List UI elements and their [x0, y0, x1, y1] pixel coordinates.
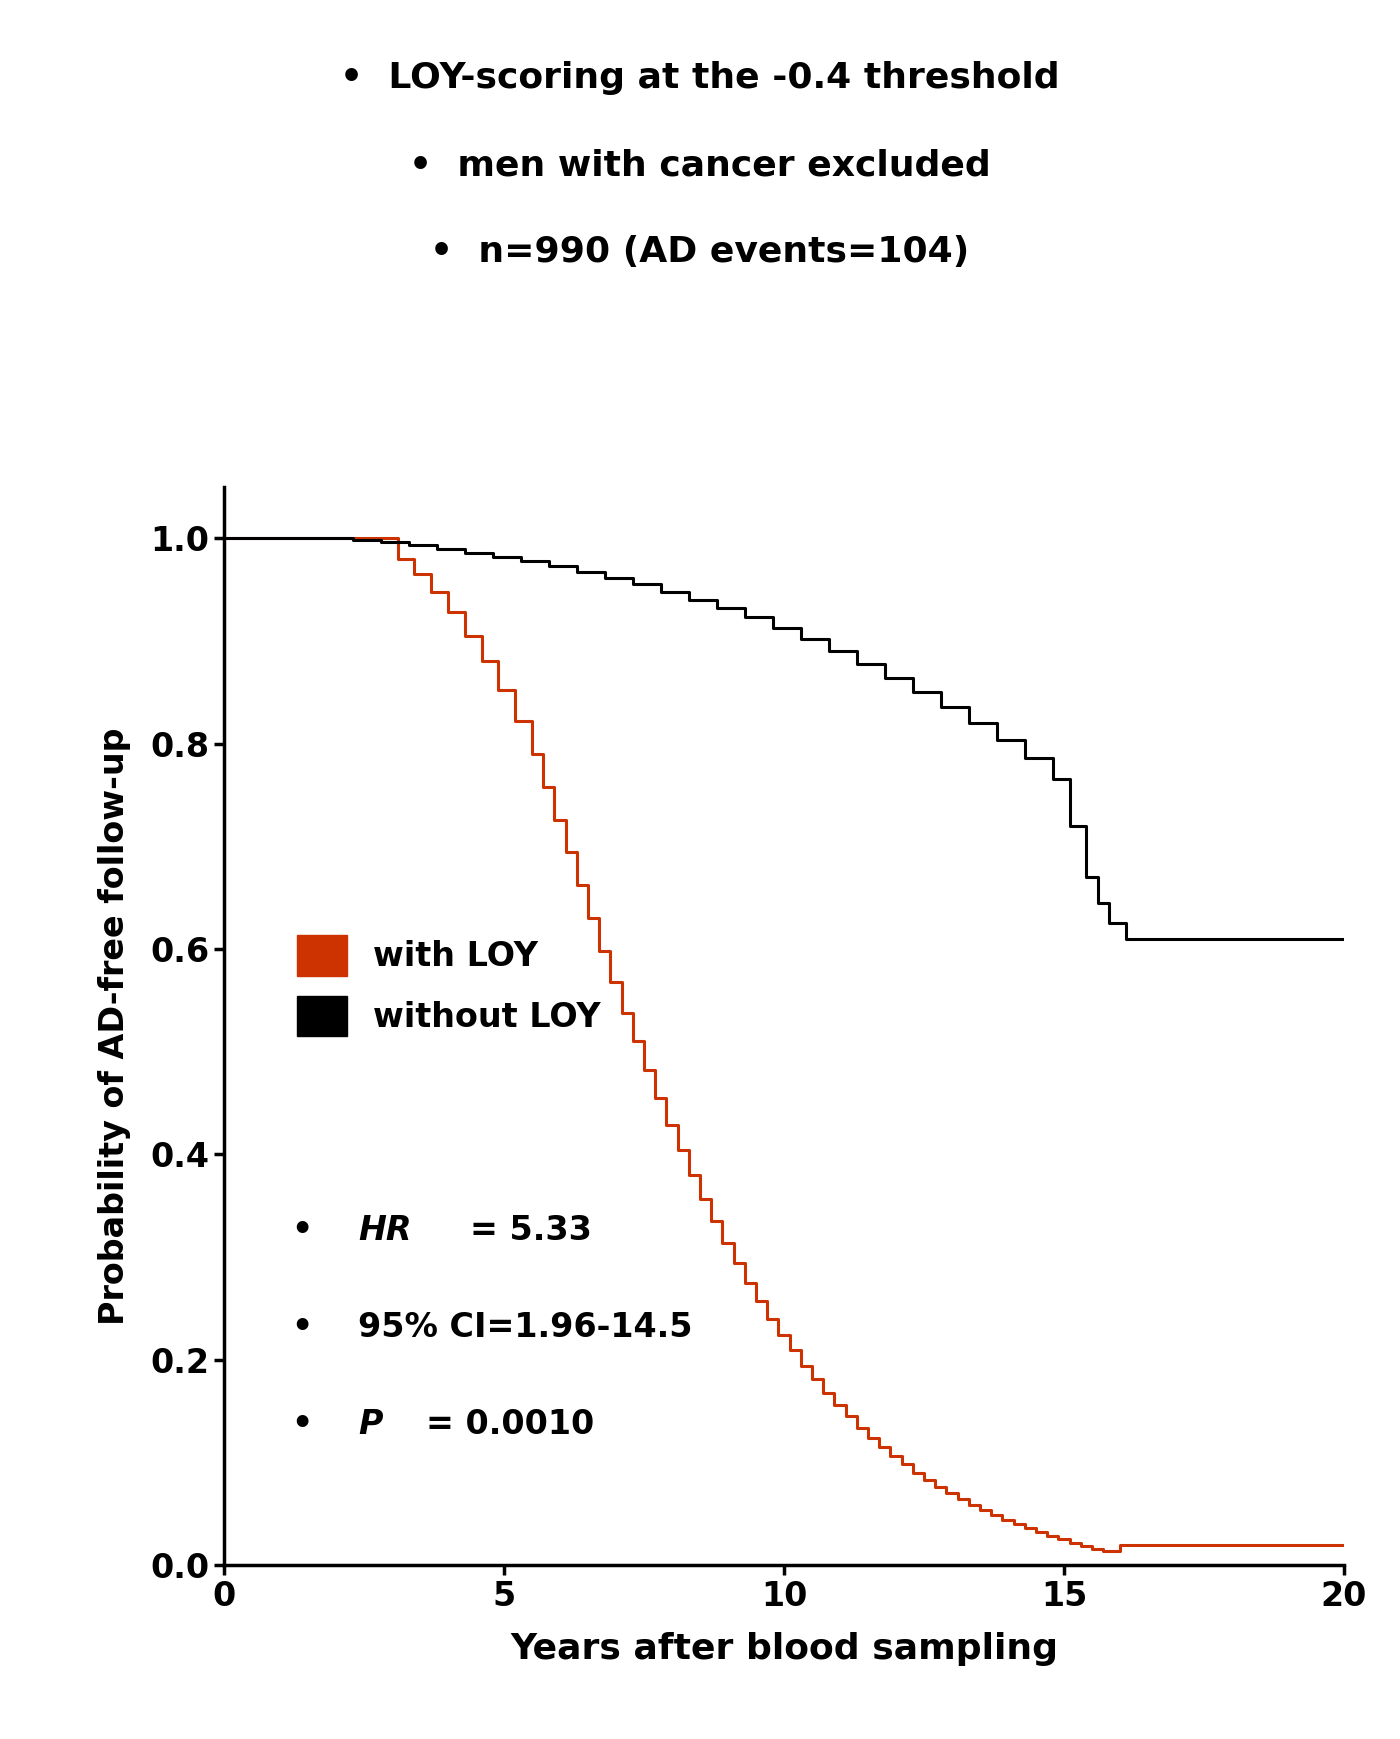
- Text: 95% CI=1.96-14.5: 95% CI=1.96-14.5: [358, 1311, 693, 1344]
- Text: •  n=990 (AD events=104): • n=990 (AD events=104): [430, 235, 970, 270]
- Legend: with LOY, without LOY: with LOY, without LOY: [297, 936, 601, 1036]
- Text: = 0.0010: = 0.0010: [426, 1409, 594, 1442]
- Text: •  men with cancer excluded: • men with cancer excluded: [409, 148, 991, 183]
- Y-axis label: Probability of AD-free follow-up: Probability of AD-free follow-up: [98, 727, 130, 1325]
- Text: •  LOY-scoring at the -0.4 threshold: • LOY-scoring at the -0.4 threshold: [340, 61, 1060, 96]
- Text: P: P: [358, 1409, 382, 1442]
- Text: HR: HR: [358, 1214, 412, 1247]
- Text: •: •: [291, 1409, 312, 1442]
- Text: •: •: [291, 1214, 312, 1247]
- Text: = 5.33: = 5.33: [470, 1214, 592, 1247]
- X-axis label: Years after blood sampling: Years after blood sampling: [510, 1633, 1058, 1666]
- Text: •: •: [291, 1311, 312, 1344]
